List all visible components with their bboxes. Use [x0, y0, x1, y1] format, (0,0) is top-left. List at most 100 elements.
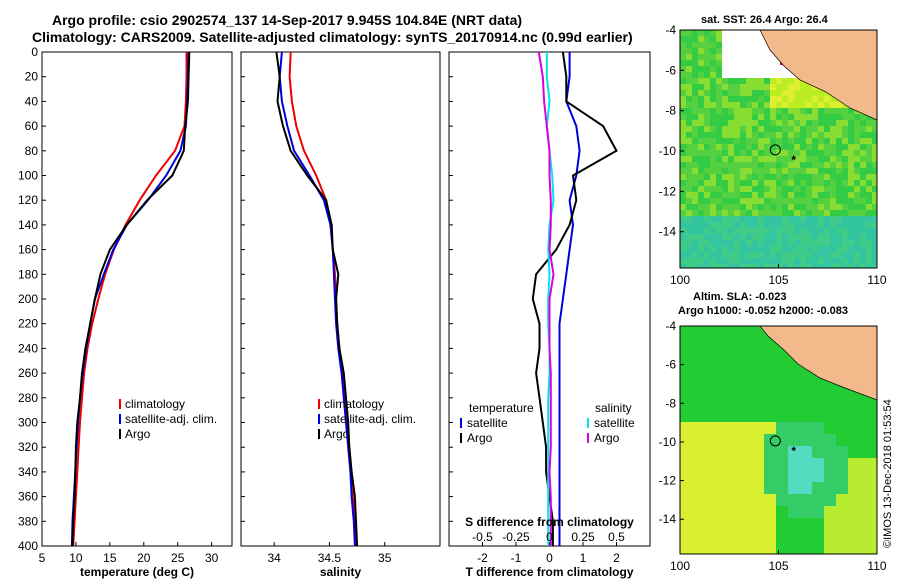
map-cell — [866, 174, 872, 180]
map-cell — [782, 204, 788, 210]
map-cell — [860, 216, 866, 222]
map-cell — [800, 84, 806, 90]
map-cell — [746, 174, 752, 180]
map-cell — [722, 168, 728, 174]
map-cell — [704, 168, 710, 174]
map-cell — [788, 192, 794, 198]
map-cell — [776, 120, 782, 126]
map-cell — [704, 422, 716, 434]
map-cell — [752, 174, 758, 180]
map-cell — [764, 222, 770, 228]
map-cell — [710, 96, 716, 102]
map-cell — [716, 150, 722, 156]
map-cell — [686, 258, 692, 264]
map-cell — [788, 186, 794, 192]
map-cell — [740, 422, 752, 434]
map-cell — [764, 216, 770, 222]
map-cell — [758, 246, 764, 252]
map-cell — [740, 216, 746, 222]
map-cell — [872, 246, 877, 252]
map-cell — [872, 156, 877, 162]
map-cell — [686, 210, 692, 216]
map-cell — [824, 506, 836, 518]
map-cell — [692, 222, 698, 228]
map-cell — [710, 66, 716, 72]
map-cell — [818, 90, 824, 96]
map-cell — [704, 162, 710, 168]
map-cell — [872, 204, 877, 210]
map-cell — [740, 204, 746, 210]
map-cell — [782, 222, 788, 228]
map-cell — [812, 222, 818, 228]
map-cell — [710, 30, 716, 36]
argo-float-marker: * — [791, 444, 796, 458]
map-cell — [764, 338, 776, 350]
legend-salinity-header: salinity — [595, 401, 632, 415]
map-cell — [698, 234, 704, 240]
map-cell — [686, 156, 692, 162]
map-cell — [764, 174, 770, 180]
map-cell — [764, 84, 770, 90]
map-cell — [698, 198, 704, 204]
map-cell — [764, 114, 770, 120]
map-cell — [698, 168, 704, 174]
map-cell — [740, 72, 746, 78]
map-cell — [686, 78, 692, 84]
map-cell — [704, 96, 710, 102]
map-cell — [836, 494, 848, 506]
y-tick-label: 300 — [18, 416, 38, 430]
x-tick-label-temperature: 30 — [205, 551, 219, 565]
map-cell — [698, 108, 704, 114]
map-cell — [710, 258, 716, 264]
map-cell — [788, 204, 794, 210]
map-cell — [806, 156, 812, 162]
map-cell — [812, 210, 818, 216]
map-cell — [722, 114, 728, 120]
map-cell — [710, 210, 716, 216]
map-cell — [698, 48, 704, 54]
map-cell — [872, 470, 877, 482]
map-cell — [698, 126, 704, 132]
map-cell — [830, 108, 836, 114]
x-tick-label-salinity: 34 — [267, 551, 281, 565]
map-cell — [788, 216, 794, 222]
map-cell — [710, 132, 716, 138]
map-cell — [836, 102, 842, 108]
map-cell — [692, 192, 698, 198]
map-cell — [758, 30, 764, 36]
map-cell — [776, 84, 782, 90]
map-cell — [704, 66, 710, 72]
map-cell — [722, 174, 728, 180]
map-cell — [782, 192, 788, 198]
map-cell — [740, 506, 752, 518]
legend-label-temperature: satellite — [467, 416, 508, 430]
map-cell — [752, 398, 764, 410]
map-cell — [698, 36, 704, 42]
map-cell — [806, 222, 812, 228]
map-cell — [788, 386, 800, 398]
map-cell — [848, 126, 854, 132]
map-cell — [698, 222, 704, 228]
map-cell — [752, 410, 764, 422]
map-y-tick-label: -4 — [665, 319, 676, 333]
map-cell — [740, 542, 752, 554]
map-cell — [722, 102, 728, 108]
map-cell — [836, 132, 842, 138]
map-cell — [872, 228, 877, 234]
map-cell — [872, 174, 877, 180]
map-cell — [692, 386, 704, 398]
map-cell — [812, 156, 818, 162]
map-cell — [728, 470, 740, 482]
map-cell — [698, 30, 704, 36]
map-cell — [758, 54, 764, 60]
map-cell — [722, 120, 728, 126]
map-cell — [776, 174, 782, 180]
map-cell — [692, 518, 704, 530]
map-cell — [848, 210, 854, 216]
x-tick-label-differences: 2 — [613, 551, 620, 565]
map-cell — [824, 216, 830, 222]
map-cell — [794, 84, 800, 90]
map-cell — [812, 114, 818, 120]
sla-map-title-2: Argo h1000: -0.052 h2000: -0.083 — [678, 305, 848, 317]
map-cell — [836, 114, 842, 120]
